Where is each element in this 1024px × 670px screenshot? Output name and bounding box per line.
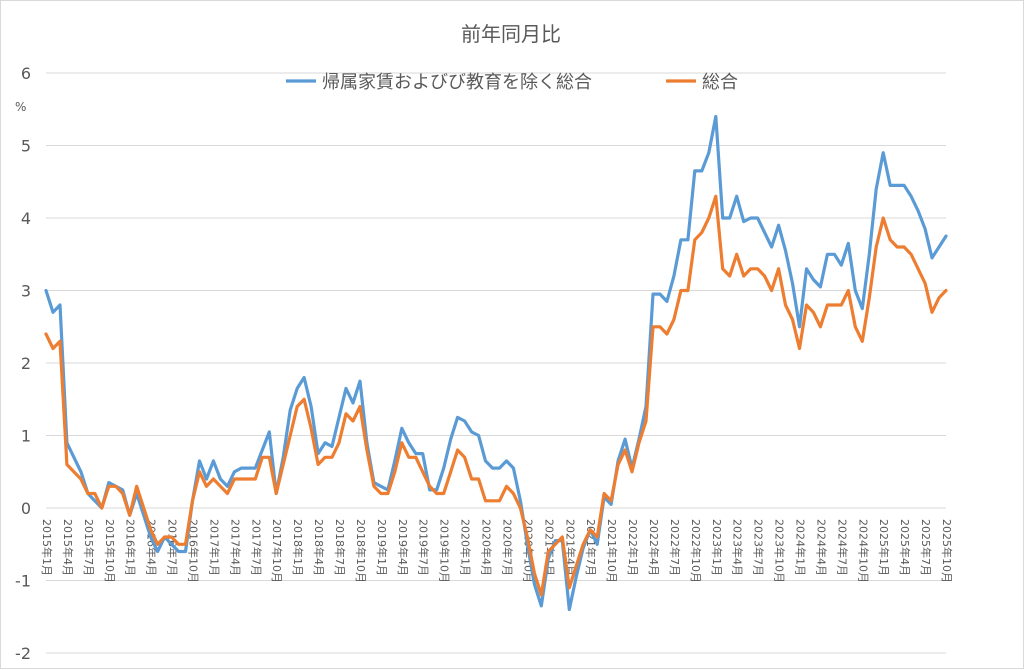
x-tick-label: 2017年4月 bbox=[228, 519, 242, 576]
y-tick-label: -1 bbox=[15, 572, 31, 591]
y-tick-label: 3 bbox=[21, 282, 31, 301]
x-tick-label: 2025年10月 bbox=[940, 519, 954, 583]
x-tick-label: 2025年7月 bbox=[919, 519, 933, 576]
y-tick-label: 2 bbox=[21, 354, 31, 373]
x-tick-label: 2024年4月 bbox=[814, 519, 828, 576]
x-tick-label: 2016年1月 bbox=[124, 519, 138, 576]
x-tick-label: 2019年10月 bbox=[438, 519, 452, 583]
x-tick-label: 2019年7月 bbox=[417, 519, 431, 576]
y-tick-label: 6 bbox=[21, 64, 31, 83]
x-tick-label: 2023年4月 bbox=[731, 519, 745, 576]
x-tick-label: 2025年4月 bbox=[898, 519, 912, 576]
x-tick-label: 2017年10月 bbox=[270, 519, 284, 583]
x-tick-label: 2025年1月 bbox=[877, 519, 891, 576]
x-tick-label: 2020年1月 bbox=[459, 519, 473, 576]
x-tick-label: 2024年10月 bbox=[856, 519, 870, 583]
x-tick-label: 2015年10月 bbox=[103, 519, 117, 583]
x-tick-label: 2018年7月 bbox=[333, 519, 347, 576]
y-tick-label: 0 bbox=[21, 499, 31, 518]
x-tick-label: 2023年7月 bbox=[752, 519, 766, 576]
x-tick-label: 2024年1月 bbox=[793, 519, 807, 576]
x-tick-label: 2020年7月 bbox=[500, 519, 514, 576]
x-tick-label: 2019年1月 bbox=[375, 519, 389, 576]
y-tick-label: -2 bbox=[15, 644, 31, 663]
x-tick-label: 2015年4月 bbox=[61, 519, 75, 576]
x-tick-label: 2018年4月 bbox=[312, 519, 326, 576]
y-tick-label: 1 bbox=[21, 427, 31, 446]
x-tick-label: 2017年1月 bbox=[207, 519, 221, 576]
x-tick-label: 2020年4月 bbox=[480, 519, 494, 576]
y-axis-ticks: -2 -1 0 1 2 3 4 5 6 bbox=[15, 64, 31, 663]
x-tick-label: 2022年4月 bbox=[647, 519, 661, 576]
x-tick-label: 2021年7月 bbox=[584, 519, 598, 576]
x-tick-label: 2023年10月 bbox=[773, 519, 787, 583]
x-tick-label: 2019年4月 bbox=[396, 519, 410, 576]
legend-label-1: 総合 bbox=[702, 72, 738, 93]
chart-title: 前年同月比 bbox=[461, 22, 561, 46]
legend-label-0: 帰属家賃およびび教育を除く総合 bbox=[322, 72, 592, 93]
series-lines bbox=[44, 114, 948, 612]
y-tick-label: 5 bbox=[21, 137, 31, 156]
gridlines bbox=[46, 72, 946, 654]
x-tick-label: 2021年10月 bbox=[605, 519, 619, 583]
x-tick-label: 2016年10月 bbox=[187, 519, 201, 583]
x-tick-label: 2018年10月 bbox=[354, 519, 368, 583]
x-tick-label: 2024年7月 bbox=[835, 519, 849, 576]
y-tick-label: 4 bbox=[21, 209, 31, 228]
x-tick-label: 2015年1月 bbox=[40, 519, 54, 576]
x-tick-label: 2022年10月 bbox=[689, 519, 703, 583]
x-tick-label: 2023年1月 bbox=[710, 519, 724, 576]
legend: 帰属家賃およびび教育を除く総合 総合 bbox=[286, 72, 738, 93]
x-tick-label: 2017年7月 bbox=[249, 519, 263, 576]
y-unit-label: % bbox=[15, 100, 26, 114]
series-line-1 bbox=[44, 194, 948, 597]
x-tick-label: 2018年1月 bbox=[291, 519, 305, 576]
x-tick-label: 2022年7月 bbox=[668, 519, 682, 576]
x-tick-label: 2022年1月 bbox=[626, 519, 640, 576]
x-tick-label: 2015年7月 bbox=[82, 519, 96, 576]
x-axis-ticks: 2015年1月 2015年4月 2015年7月 2015年10月 2016年1月 2016… bbox=[40, 519, 954, 583]
